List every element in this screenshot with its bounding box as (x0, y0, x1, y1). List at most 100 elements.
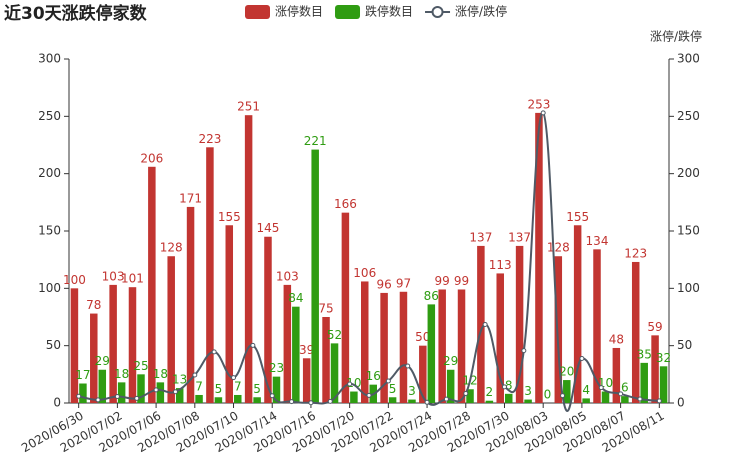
line-point (637, 396, 643, 402)
data-label: 155 (218, 210, 241, 224)
bar (631, 261, 640, 403)
data-label: 17 (75, 368, 90, 382)
bar (272, 376, 281, 403)
y2-tick-label: 150 (677, 224, 700, 238)
data-label: 18 (153, 367, 168, 381)
line-point (424, 399, 430, 405)
line-point (443, 396, 449, 402)
data-label: 48 (609, 332, 624, 346)
bar (582, 398, 590, 403)
y-tick-label: 300 (38, 52, 61, 66)
data-label: 137 (508, 230, 531, 244)
data-label: 29 (95, 354, 110, 368)
line-point (231, 375, 237, 381)
data-label: 145 (257, 221, 280, 235)
line-point (540, 110, 546, 116)
bar (640, 362, 648, 403)
data-label: 18 (114, 367, 129, 381)
data-label: 206 (140, 151, 163, 165)
bar (621, 396, 629, 403)
line-point (114, 393, 120, 399)
line-point (95, 397, 101, 403)
bar (515, 245, 524, 403)
bar (90, 313, 98, 403)
line-point (192, 372, 198, 378)
data-label: 97 (396, 276, 411, 290)
line-point (250, 342, 256, 348)
bar (563, 380, 571, 403)
bar (109, 284, 117, 403)
data-label: 20 (559, 365, 574, 379)
legend-label: 涨停/跌停 (455, 4, 507, 19)
line-point (347, 381, 353, 387)
data-label: 84 (288, 291, 303, 305)
data-label: 251 (237, 100, 260, 114)
y2-tick-label: 250 (677, 109, 700, 123)
bar (524, 399, 532, 403)
data-label: 101 (121, 272, 144, 286)
bar (496, 273, 504, 403)
bar (148, 166, 156, 403)
bar (485, 400, 494, 403)
bar (601, 391, 610, 403)
bar (186, 206, 195, 403)
data-label: 7 (234, 379, 242, 393)
bar (399, 291, 408, 403)
bar (446, 369, 455, 403)
legend-swatch (431, 6, 444, 18)
line-point (172, 389, 178, 395)
bar (535, 112, 543, 403)
data-label: 0 (544, 388, 552, 402)
bar (573, 225, 582, 403)
bar (408, 399, 416, 403)
data-label: 113 (489, 258, 512, 272)
bar (466, 389, 474, 403)
bar (341, 212, 350, 403)
data-label: 52 (327, 328, 342, 342)
y2-tick-label: 0 (677, 396, 685, 410)
bar (175, 388, 184, 403)
data-label: 3 (408, 384, 416, 398)
legend-label: 跌停数目 (365, 4, 413, 19)
y-tick-label: 250 (38, 109, 61, 123)
data-label: 99 (435, 274, 450, 288)
bar (419, 345, 427, 403)
data-label: 75 (318, 302, 333, 316)
data-label: 29 (443, 354, 458, 368)
bar (330, 343, 339, 403)
line-point (289, 399, 295, 405)
data-label: 4 (582, 383, 590, 397)
line-point (308, 400, 314, 406)
data-label: 59 (647, 320, 662, 334)
data-label: 78 (86, 298, 101, 312)
data-label: 223 (198, 132, 221, 146)
bar (659, 366, 668, 403)
line-point (153, 387, 159, 393)
bar (593, 249, 601, 403)
bar (117, 382, 126, 403)
data-label: 134 (586, 234, 609, 248)
data-label: 5 (389, 382, 397, 396)
data-label: 123 (624, 246, 647, 260)
data-label: 5 (215, 382, 223, 396)
legend-label: 涨停数目 (275, 4, 323, 19)
bar (234, 394, 242, 403)
bar (156, 382, 165, 403)
line-point (579, 356, 585, 362)
bar (253, 397, 261, 403)
data-label: 8 (505, 378, 513, 392)
data-label: 99 (454, 274, 469, 288)
bar (292, 306, 300, 403)
y2-tick-label: 100 (677, 281, 700, 295)
bar (206, 147, 214, 403)
chart-title: 近30天涨跌停家数 (4, 3, 148, 24)
y-tick-label: 200 (38, 166, 61, 180)
bar (137, 374, 145, 403)
bar (311, 149, 319, 403)
bar (504, 393, 513, 403)
bar (167, 256, 175, 403)
data-label: 6 (621, 381, 629, 395)
line-point (598, 385, 604, 391)
line-point (521, 348, 527, 354)
line-point (366, 392, 372, 398)
